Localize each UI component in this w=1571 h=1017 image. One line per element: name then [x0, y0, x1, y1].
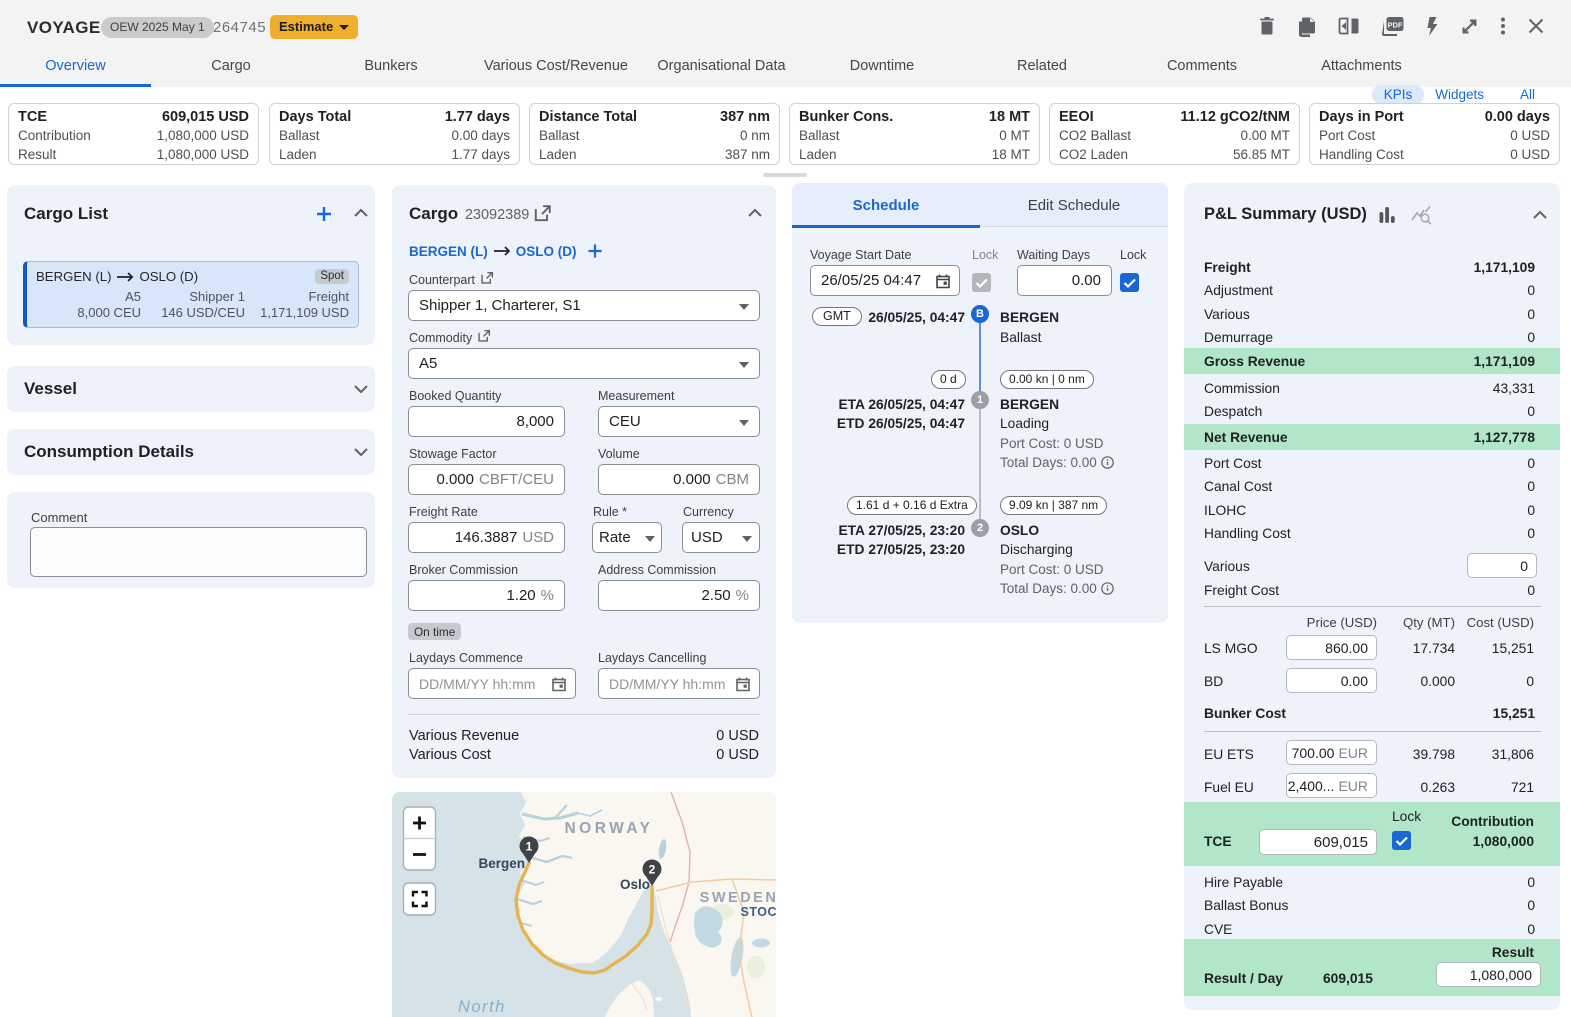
svg-text:2: 2 [649, 863, 656, 877]
svg-text:Oslo: Oslo [620, 877, 650, 892]
svg-text:1: 1 [526, 840, 533, 854]
svg-text:North: North [458, 998, 506, 1016]
svg-text:SWEDEN: SWEDEN [700, 890, 776, 906]
svg-text:Bergen: Bergen [478, 856, 525, 871]
svg-text:NORWAY: NORWAY [564, 820, 653, 837]
svg-text:STOC: STOC [741, 905, 777, 919]
svg-text:PDF: PDF [1388, 20, 1403, 29]
